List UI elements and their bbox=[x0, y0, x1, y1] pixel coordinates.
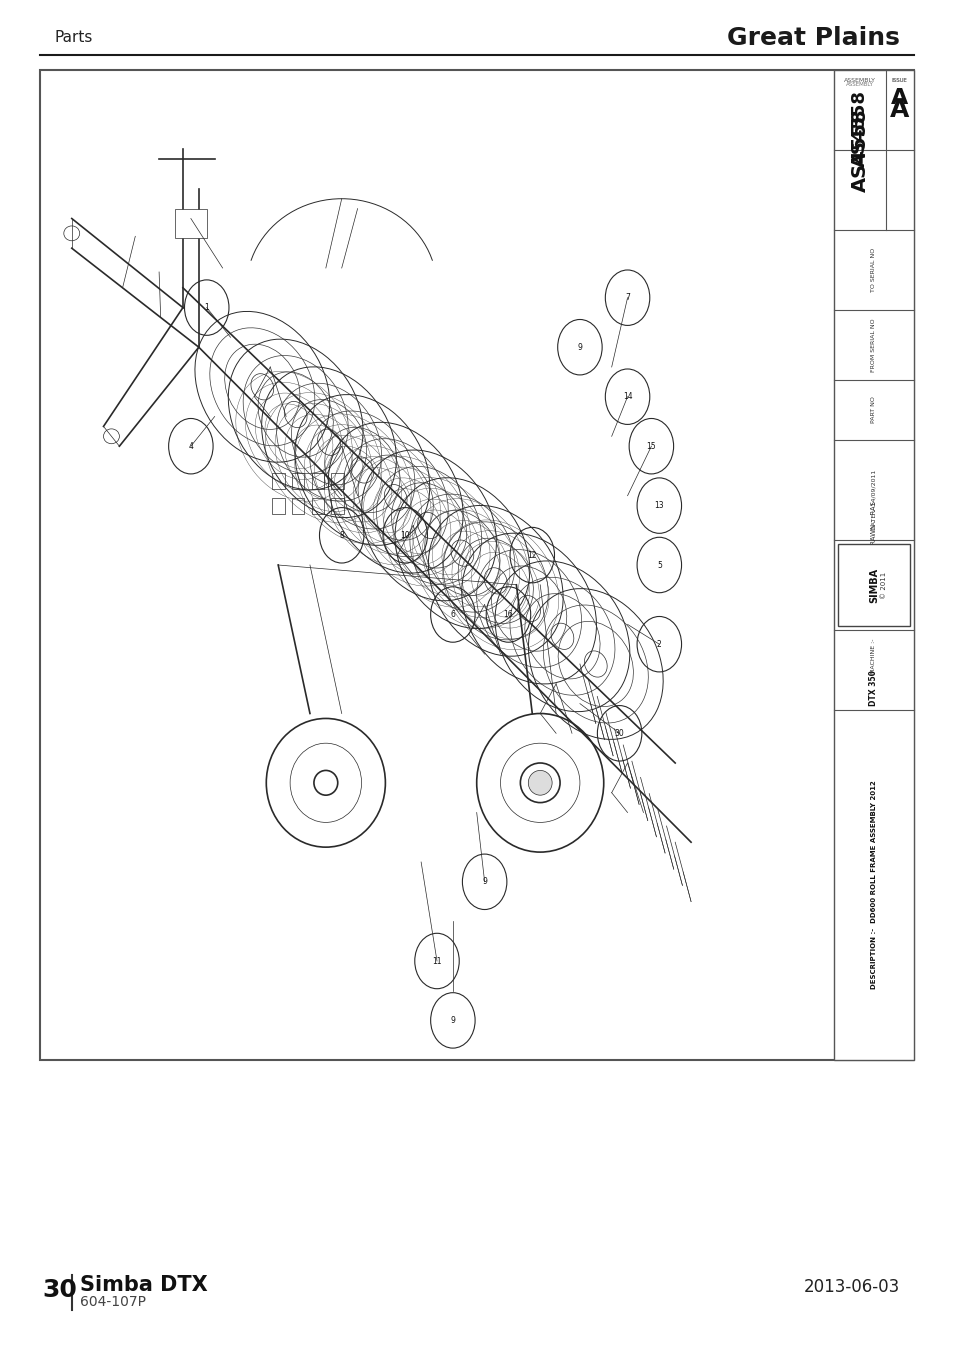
Text: Parts: Parts bbox=[55, 31, 93, 46]
Text: 11: 11 bbox=[432, 957, 441, 965]
Text: FROM SERIAL NO: FROM SERIAL NO bbox=[871, 319, 876, 371]
Bar bbox=[833, 70, 913, 1060]
Text: 4: 4 bbox=[189, 441, 193, 451]
Text: 9: 9 bbox=[481, 878, 487, 887]
Text: ASSEMBLY: ASSEMBLY bbox=[843, 78, 875, 82]
Text: Great Plains: Great Plains bbox=[726, 26, 899, 50]
Text: Simba DTX: Simba DTX bbox=[80, 1274, 208, 1295]
Text: DTX 350: DTX 350 bbox=[868, 670, 878, 706]
Text: DRAWN :  RAS: DRAWN : RAS bbox=[870, 501, 876, 549]
Text: DATE :- 14/09/2011: DATE :- 14/09/2011 bbox=[871, 470, 876, 531]
Text: 2013-06-03: 2013-06-03 bbox=[803, 1278, 899, 1296]
Bar bbox=[174, 209, 207, 239]
Bar bbox=[292, 498, 304, 513]
Bar bbox=[331, 498, 344, 513]
Bar bbox=[312, 472, 324, 489]
Text: 13: 13 bbox=[654, 501, 663, 510]
Bar bbox=[837, 544, 909, 626]
Text: PART NO: PART NO bbox=[871, 397, 876, 424]
Text: 8: 8 bbox=[339, 531, 344, 540]
Bar bbox=[272, 472, 284, 489]
Text: DESCRIPTION :-  DD600 ROLL FRAME ASSEMBLY 2012: DESCRIPTION :- DD600 ROLL FRAME ASSEMBLY… bbox=[870, 780, 876, 990]
Text: ISSUE: ISSUE bbox=[892, 78, 906, 82]
Text: AS4558: AS4558 bbox=[850, 108, 868, 192]
Bar bbox=[331, 472, 344, 489]
Text: SIMBA: SIMBA bbox=[868, 567, 878, 602]
Text: TO SERIAL NO: TO SERIAL NO bbox=[871, 248, 876, 292]
Text: 15: 15 bbox=[646, 441, 656, 451]
Bar bbox=[312, 498, 324, 513]
Text: 10: 10 bbox=[400, 531, 410, 540]
Text: 16: 16 bbox=[503, 610, 513, 620]
Text: 30: 30 bbox=[614, 729, 624, 738]
Text: 1: 1 bbox=[204, 304, 209, 312]
Text: © 2011: © 2011 bbox=[880, 571, 886, 598]
Text: 9: 9 bbox=[450, 1017, 455, 1025]
Bar bbox=[272, 498, 284, 513]
Text: AS4558: AS4558 bbox=[850, 90, 868, 167]
Ellipse shape bbox=[528, 771, 552, 795]
Text: 5: 5 bbox=[657, 560, 661, 570]
Text: ASSEMBLY: ASSEMBLY bbox=[845, 82, 873, 86]
Text: A: A bbox=[890, 88, 907, 108]
Text: 14: 14 bbox=[622, 393, 632, 401]
Text: 12: 12 bbox=[527, 551, 537, 560]
Text: 2: 2 bbox=[657, 640, 661, 649]
Text: A: A bbox=[889, 99, 909, 122]
Text: 30: 30 bbox=[42, 1278, 77, 1301]
Text: 9: 9 bbox=[577, 343, 581, 352]
Text: 6: 6 bbox=[450, 610, 455, 620]
Bar bbox=[292, 472, 304, 489]
Text: 7: 7 bbox=[624, 293, 629, 302]
Text: ISSUE: ISSUE bbox=[891, 78, 907, 82]
Text: 604-107P: 604-107P bbox=[80, 1295, 146, 1309]
Text: MACHINE :-: MACHINE :- bbox=[871, 639, 876, 674]
Bar bbox=[40, 70, 913, 1060]
